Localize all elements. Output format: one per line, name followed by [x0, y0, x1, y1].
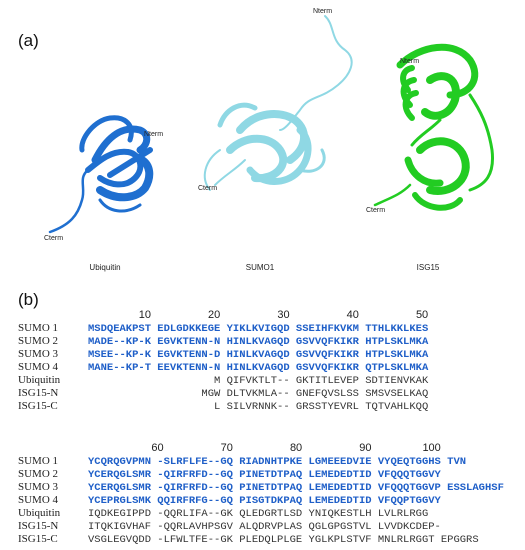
sequence-name: ISG15-N — [18, 520, 58, 532]
sequence-name: SUMO 2 — [18, 335, 58, 347]
nterm-label: Nterm — [400, 58, 419, 65]
alignment: 10 20 30 40 50 SUMO 1 MSDQEAKPST EDLGDKKEGE YI… — [18, 309, 504, 546]
isg15-structure — [373, 43, 495, 211]
sequence-name: SUMO 1 — [18, 455, 58, 467]
panel-label: (b) — [18, 290, 39, 309]
sequence: MSDQEAKPST EDLGDKKEGE YIKLKVIGQD SSEIHFK… — [88, 323, 428, 335]
sequence: VSGLEGVQDD -LFWLTFE--GK PLEDQLPLGE YGLKP… — [88, 534, 479, 546]
sequence: YCEPRGLSMK QQIRFRFG--GQ PISGTDKPAQ LEMED… — [88, 495, 442, 507]
position-number: 70 — [221, 442, 233, 454]
structure-name: SUMO1 — [246, 263, 275, 272]
position-number: 20 — [208, 309, 220, 321]
sequence-name: SUMO 3 — [18, 481, 59, 493]
nterm-label: Nterm — [313, 8, 332, 15]
sequence: MGW DLTVKMLA-- GNEFQVSLSS SMSVSELKAQ — [88, 388, 428, 400]
sequence: ITQKIGVHAF -QQRLAVHPSGV ALQDRVPLAS QGLGP… — [88, 521, 441, 533]
sequence-name: SUMO 4 — [18, 361, 59, 373]
panel-label: (a) — [18, 31, 39, 50]
sequence-name: ISG15-C — [18, 533, 58, 545]
sequence: MANE--KP-T EEVKTENN-N HINLKVAGQD GSVVQFK… — [88, 362, 429, 374]
sequence-name: Ubiquitin — [18, 374, 61, 386]
sumo1-structure — [203, 15, 353, 191]
position-number: 50 — [416, 309, 428, 321]
position-number: 60 — [151, 442, 163, 454]
sequence-name: SUMO 3 — [18, 348, 59, 360]
position-number: 40 — [347, 309, 359, 321]
sequence-name: SUMO 1 — [18, 322, 58, 334]
sequence: MSEE--KP-K EGVKTENN-D HINLKVAGQD GSVVQFK… — [88, 349, 429, 361]
sequence: MADE--KP-K EGVKTENN-N HINLKVAGQD GSVVQFK… — [88, 336, 429, 348]
position-number: 80 — [290, 442, 302, 454]
ubiquitin-structure — [48, 115, 154, 234]
nterm-label: Nterm — [144, 131, 163, 138]
sequence: YCERQGLSMR -QIRFRFD--GQ PINETDTPAQ LEMED… — [88, 482, 504, 494]
sequence-name: ISG15-C — [18, 400, 58, 412]
sequence-name: SUMO 4 — [18, 494, 59, 506]
structure-name: Ubiquitin — [89, 263, 120, 272]
sequence: IQDKEGIPPD -QQRLIFA--GK QLEDGRTLSD YNIQK… — [88, 508, 428, 520]
structure-name: ISG15 — [417, 263, 440, 272]
cterm-label: Cterm — [198, 185, 217, 192]
cterm-label: Cterm — [44, 235, 63, 242]
sequence: YCQRQGVPMN -SLRFLFE--GQ RIADNHTPKE LGMEE… — [88, 456, 466, 468]
sequence: L SILVRNNK-- GRSSTYEVRL TQTVAHLKQQ — [88, 401, 428, 413]
position-number: 10 — [139, 309, 151, 321]
position-number: 30 — [277, 309, 289, 321]
sequence-name: SUMO 2 — [18, 468, 58, 480]
sequence: YCERQGLSMR -QIRFRFD--GQ PINETDTPAQ LEMED… — [88, 469, 442, 481]
sequence-name: ISG15-N — [18, 387, 58, 399]
position-number: 90 — [359, 442, 371, 454]
sequence: M QIFVKTLT-- GKTITLEVEP SDTIENVKAK — [88, 375, 429, 387]
position-number: 100 — [422, 442, 440, 454]
cterm-label: Cterm — [366, 207, 385, 214]
sequence-name: Ubiquitin — [18, 507, 61, 519]
